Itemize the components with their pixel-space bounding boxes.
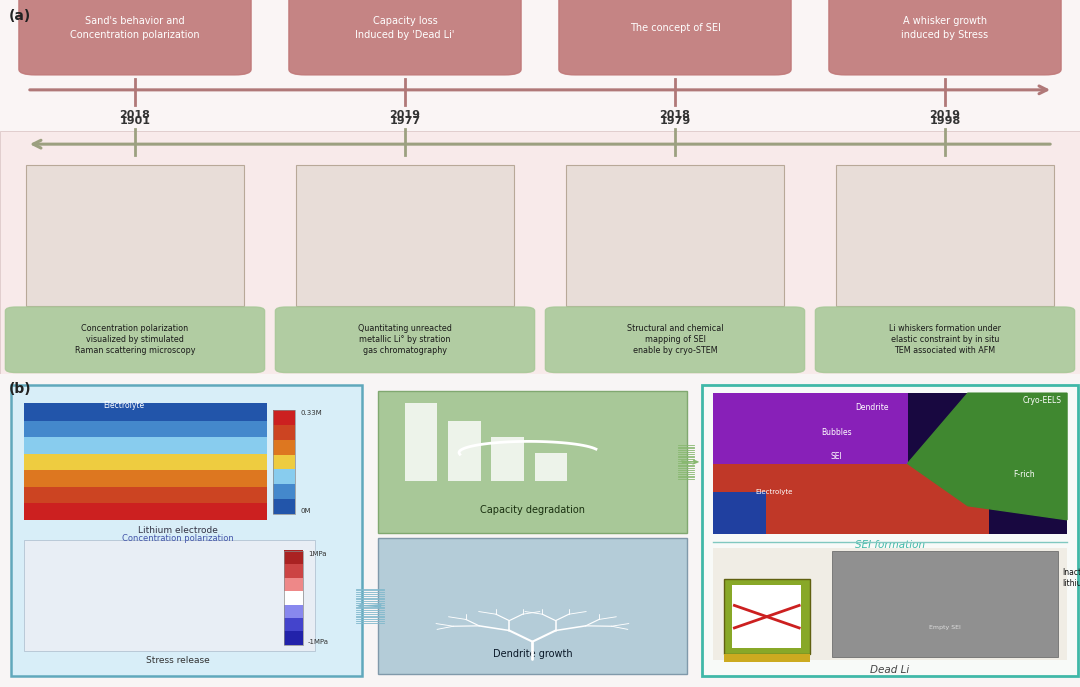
FancyBboxPatch shape	[0, 131, 1080, 374]
FancyBboxPatch shape	[832, 551, 1058, 657]
FancyBboxPatch shape	[24, 420, 267, 437]
Text: The concept of SEI: The concept of SEI	[630, 23, 720, 33]
FancyBboxPatch shape	[566, 166, 784, 306]
Text: 1977: 1977	[390, 116, 420, 126]
Text: 2018: 2018	[660, 110, 690, 120]
FancyBboxPatch shape	[26, 166, 244, 306]
Text: Dead Li: Dead Li	[870, 665, 909, 675]
FancyBboxPatch shape	[724, 579, 810, 654]
Text: 1MPa: 1MPa	[308, 551, 326, 557]
Text: Empty SEI: Empty SEI	[929, 625, 961, 630]
FancyBboxPatch shape	[273, 425, 295, 440]
Text: (b): (b)	[9, 382, 31, 396]
Text: Dendrite: Dendrite	[855, 403, 889, 412]
FancyBboxPatch shape	[284, 604, 303, 618]
FancyBboxPatch shape	[284, 618, 303, 631]
Text: Sand's behavior and
Concentration polarization: Sand's behavior and Concentration polari…	[70, 16, 200, 40]
Text: Electrolyte: Electrolyte	[755, 488, 793, 495]
FancyBboxPatch shape	[732, 585, 801, 648]
Text: 1998: 1998	[930, 116, 960, 126]
FancyBboxPatch shape	[284, 591, 303, 605]
FancyBboxPatch shape	[836, 166, 1054, 306]
FancyBboxPatch shape	[713, 548, 1067, 660]
FancyBboxPatch shape	[19, 0, 251, 75]
FancyBboxPatch shape	[535, 453, 567, 481]
Text: Inactive
lithium: Inactive lithium	[1063, 567, 1080, 587]
FancyBboxPatch shape	[0, 374, 1080, 687]
FancyBboxPatch shape	[378, 391, 687, 533]
FancyBboxPatch shape	[378, 538, 687, 674]
FancyBboxPatch shape	[702, 385, 1078, 676]
Text: Li whiskers formation under
elastic constraint by in situ
TEM associated with AF: Li whiskers formation under elastic cons…	[889, 324, 1001, 355]
Text: 2018: 2018	[120, 110, 150, 120]
FancyBboxPatch shape	[24, 403, 267, 420]
Text: Cryo-EELS: Cryo-EELS	[1023, 396, 1062, 405]
FancyBboxPatch shape	[284, 564, 303, 578]
FancyBboxPatch shape	[273, 498, 295, 513]
Text: SEI: SEI	[831, 452, 842, 461]
FancyBboxPatch shape	[11, 385, 362, 676]
Text: 1979: 1979	[660, 116, 690, 126]
FancyBboxPatch shape	[405, 403, 437, 481]
FancyBboxPatch shape	[24, 436, 267, 453]
Text: Structural and chemical
mapping of SEI
enable by cryo-STEM: Structural and chemical mapping of SEI e…	[626, 324, 724, 355]
Text: A whisker growth
induced by Stress: A whisker growth induced by Stress	[902, 16, 988, 40]
FancyBboxPatch shape	[273, 469, 295, 484]
Text: 2019: 2019	[930, 110, 960, 120]
Text: 2019: 2019	[390, 110, 420, 120]
FancyBboxPatch shape	[713, 393, 907, 471]
Text: Dendrite growth: Dendrite growth	[492, 649, 572, 659]
Text: Capacity degradation: Capacity degradation	[480, 505, 585, 515]
FancyBboxPatch shape	[273, 454, 295, 469]
FancyBboxPatch shape	[24, 503, 267, 520]
Text: 0.33M: 0.33M	[300, 410, 322, 416]
FancyBboxPatch shape	[829, 0, 1061, 75]
Text: Capacity loss
Induced by 'Dead Li': Capacity loss Induced by 'Dead Li'	[355, 16, 455, 40]
FancyBboxPatch shape	[24, 486, 267, 504]
Text: Stress release: Stress release	[146, 656, 211, 666]
Text: SEI formation: SEI formation	[855, 540, 924, 550]
Text: Lithium electrode: Lithium electrode	[138, 526, 218, 535]
Text: Electrolyte: Electrolyte	[104, 401, 145, 410]
Polygon shape	[907, 393, 1067, 520]
FancyBboxPatch shape	[273, 484, 295, 499]
FancyBboxPatch shape	[24, 470, 267, 486]
FancyBboxPatch shape	[713, 492, 766, 534]
FancyBboxPatch shape	[724, 654, 810, 662]
FancyBboxPatch shape	[289, 0, 521, 75]
FancyBboxPatch shape	[273, 439, 295, 455]
FancyBboxPatch shape	[275, 307, 535, 372]
FancyBboxPatch shape	[24, 453, 267, 470]
FancyBboxPatch shape	[559, 0, 791, 75]
FancyBboxPatch shape	[24, 540, 315, 651]
Text: Quantitating unreacted
metallic Li° by stration
gas chromatography: Quantitating unreacted metallic Li° by s…	[359, 324, 451, 355]
Text: -1MPa: -1MPa	[308, 639, 328, 645]
Text: (a): (a)	[9, 10, 31, 23]
Text: Concentration polarization: Concentration polarization	[122, 534, 234, 543]
FancyBboxPatch shape	[284, 550, 303, 565]
FancyBboxPatch shape	[491, 437, 524, 481]
Text: 0M: 0M	[300, 508, 311, 513]
FancyBboxPatch shape	[713, 464, 989, 534]
FancyBboxPatch shape	[815, 307, 1075, 372]
FancyBboxPatch shape	[545, 307, 805, 372]
FancyBboxPatch shape	[713, 393, 1067, 534]
FancyBboxPatch shape	[273, 409, 295, 425]
FancyBboxPatch shape	[284, 577, 303, 592]
Text: 1901: 1901	[120, 116, 150, 126]
Text: Concentration polarization
visualized by stimulated
Raman scattering microscopy: Concentration polarization visualized by…	[75, 324, 195, 355]
FancyBboxPatch shape	[0, 0, 1080, 374]
FancyBboxPatch shape	[284, 631, 303, 645]
FancyBboxPatch shape	[448, 421, 481, 481]
FancyBboxPatch shape	[5, 307, 265, 372]
FancyBboxPatch shape	[296, 166, 514, 306]
Text: Bubbles: Bubbles	[822, 428, 852, 437]
Text: F-rich: F-rich	[1014, 471, 1036, 480]
